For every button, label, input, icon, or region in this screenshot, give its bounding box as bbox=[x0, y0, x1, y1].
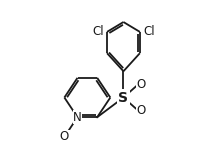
Text: Cl: Cl bbox=[92, 25, 104, 38]
Text: S: S bbox=[118, 91, 129, 105]
Text: Cl: Cl bbox=[143, 25, 155, 38]
Text: O: O bbox=[60, 130, 69, 143]
Text: O: O bbox=[137, 78, 146, 91]
Text: O: O bbox=[137, 104, 146, 117]
Text: N: N bbox=[73, 111, 82, 124]
